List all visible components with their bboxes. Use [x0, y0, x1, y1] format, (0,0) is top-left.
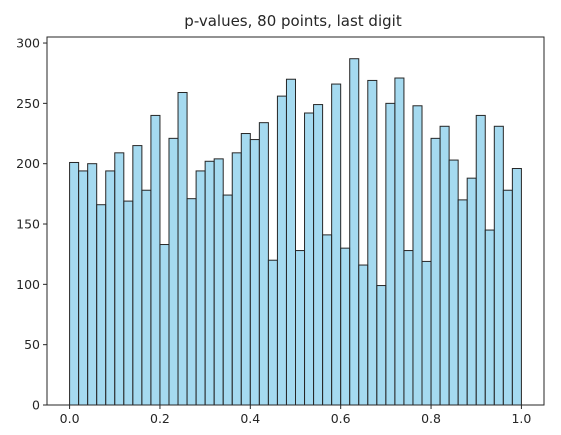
histogram-bar: [340, 247, 351, 406]
histogram-bar: [493, 125, 504, 406]
histogram-bar: [123, 200, 134, 406]
histogram-bar: [213, 158, 224, 406]
histogram-bar: [114, 152, 125, 406]
histogram-bar: [439, 125, 450, 406]
histogram-bar: [78, 170, 89, 406]
histogram-bar: [367, 79, 378, 406]
x-tick-label: 0.6: [331, 411, 351, 426]
histogram-bar: [502, 189, 513, 406]
plot-frame: [46, 36, 545, 406]
histogram-bar: [87, 163, 98, 406]
histogram-bar: [295, 250, 306, 406]
y-tick-label: 0: [32, 398, 40, 413]
histogram-bar: [313, 104, 324, 406]
y-tick-label: 250: [16, 96, 40, 111]
histogram-bar: [285, 78, 296, 406]
histogram-bar: [394, 77, 405, 406]
x-tick-label: 0.2: [150, 411, 170, 426]
histogram-bar: [430, 137, 441, 406]
y-tick-label: 50: [24, 337, 40, 352]
histogram-bar: [240, 133, 251, 406]
histogram-bar: [457, 199, 468, 406]
histogram-bar: [204, 160, 215, 406]
histogram-bar: [349, 58, 360, 406]
y-axis: 0 50 100 150 200 250 300: [16, 36, 47, 413]
x-axis: 0.0 0.2 0.4 0.6 0.8 1.0: [60, 405, 531, 426]
x-tick-label: 0.4: [240, 411, 260, 426]
x-tick-label: 0.0: [60, 411, 80, 426]
chart-title: p-values, 80 points, last digit: [184, 12, 402, 30]
histogram-bar: [249, 139, 260, 406]
histogram-bar: [403, 250, 414, 406]
histogram-bar: [331, 83, 342, 406]
histogram-bar: [276, 95, 287, 406]
histogram-bar: [421, 260, 432, 406]
histogram-bar: [105, 170, 116, 406]
histogram-bar: [195, 170, 206, 406]
histogram-bar: [141, 189, 152, 406]
histogram-bar: [385, 102, 396, 406]
histogram-bar: [511, 168, 522, 406]
histogram-bar: [69, 161, 80, 406]
histogram-bar: [222, 194, 233, 406]
histogram-bar: [186, 198, 197, 406]
histogram-bar: [376, 285, 387, 406]
histogram-bar: [168, 137, 179, 406]
histogram-bar: [448, 159, 459, 406]
x-tick-label: 0.8: [421, 411, 441, 426]
y-tick-label: 200: [16, 156, 40, 171]
y-tick-label: 150: [16, 217, 40, 232]
histogram-bar: [96, 204, 107, 406]
histogram-bar: [231, 152, 242, 406]
histogram-bar: [475, 114, 486, 406]
histogram-bar: [304, 112, 315, 406]
histogram-bar: [322, 234, 333, 406]
histogram-bar: [412, 105, 423, 406]
histogram-bar: [159, 244, 170, 406]
histogram-bar: [466, 177, 477, 406]
y-tick-label: 300: [16, 36, 40, 51]
histogram-bar: [150, 114, 161, 406]
histogram-bar: [258, 122, 269, 406]
histogram-bar: [267, 259, 278, 406]
bars-group: [69, 58, 522, 406]
x-tick-label: 1.0: [511, 411, 531, 426]
histogram-bar: [484, 229, 495, 406]
y-tick-label: 100: [16, 277, 40, 292]
histogram-bar: [177, 92, 188, 406]
histogram-bar: [132, 145, 143, 406]
histogram-bar: [358, 264, 369, 406]
